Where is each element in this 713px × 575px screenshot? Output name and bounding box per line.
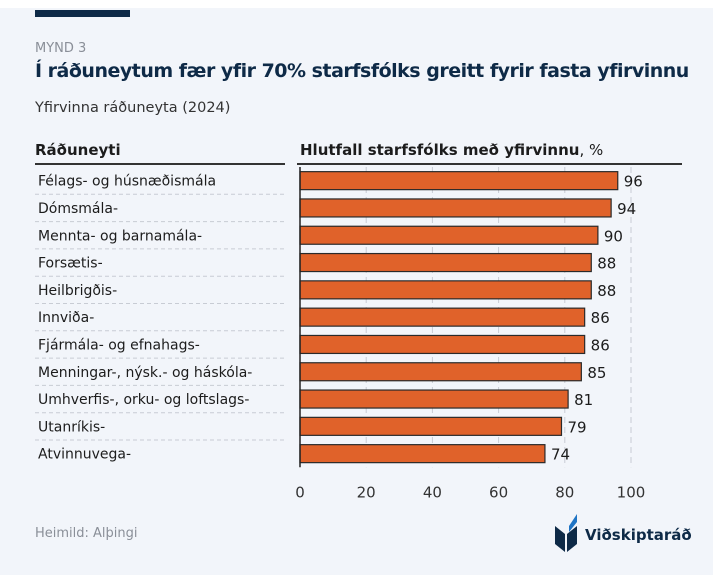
top-accent-bar (35, 10, 130, 17)
data-label: 88 (597, 255, 616, 273)
bar (299, 416, 563, 436)
data-label: 86 (591, 309, 610, 327)
bar-chart: 0 20 40 60 80 100 Félags- og húsnæðismála 96 Dóm… (35, 167, 646, 501)
bar (299, 444, 546, 464)
category-header-rule (35, 163, 285, 165)
x-tick-label: 80 (555, 483, 574, 501)
x-tick-label: 0 (295, 483, 305, 501)
category-label: Dómsmála- (38, 201, 118, 217)
x-tick-label: 20 (357, 483, 376, 501)
data-label: 94 (617, 200, 636, 218)
category-label: Atvinnuvega- (38, 447, 131, 463)
data-label: 90 (604, 227, 623, 245)
category-label: Umhverfis-, orku- og loftslags- (38, 392, 249, 408)
category-label: Félags- og húsnæðismála (38, 174, 216, 190)
data-label: 74 (551, 446, 570, 464)
figure-label: MYND 3 (35, 41, 87, 56)
x-tick-label: 60 (489, 483, 508, 501)
source-note: Heimild: Alþingi (35, 526, 138, 541)
value-header: Hlutfall starfsfólks með yfirvinnu, % (300, 141, 603, 159)
category-label: Heilbrigðis- (38, 283, 117, 299)
data-label: 96 (624, 173, 643, 191)
x-tick-label: 100 (617, 483, 646, 501)
data-label: 88 (597, 282, 616, 300)
logo-text: Viðskiptaráð (585, 526, 692, 544)
chart-title: Í ráðuneytum fær yfir 70% starfsfólks gr… (35, 60, 689, 82)
chart-subtitle: Yfirvinna ráðuneyta (2024) (35, 100, 231, 116)
category-label: Utanríkis- (38, 419, 105, 435)
category-label: Innviða- (38, 310, 94, 326)
chart-card: MYND 3 Í ráðuneytum fær yfir 70% starfsf… (0, 8, 713, 575)
data-label: 85 (587, 364, 606, 382)
category-header: Ráðuneyti (35, 141, 121, 159)
category-label: Fjármála- og efnahags- (38, 337, 200, 353)
bar (299, 362, 582, 382)
bar (299, 171, 619, 191)
bar (299, 198, 612, 218)
data-label: 86 (591, 336, 610, 354)
bar (299, 252, 592, 273)
category-label: Menningar-, nýsk.- og háskóla- (38, 365, 252, 381)
bar (299, 307, 586, 327)
value-header-rule (297, 163, 682, 165)
bar (299, 280, 592, 300)
bar (299, 225, 599, 245)
data-label: 79 (567, 418, 586, 436)
bar (299, 389, 569, 409)
category-label: Mennta- og barnamála- (38, 228, 202, 244)
vidskiptarad-logo-icon (555, 514, 577, 552)
value-header-main: Hlutfall starfsfólks með yfirvinnu (300, 141, 580, 159)
value-header-unit: , % (579, 141, 604, 159)
bar (299, 334, 586, 355)
category-label: Forsætis- (38, 256, 103, 272)
x-tick-label: 40 (423, 483, 442, 501)
data-label: 81 (574, 391, 593, 409)
